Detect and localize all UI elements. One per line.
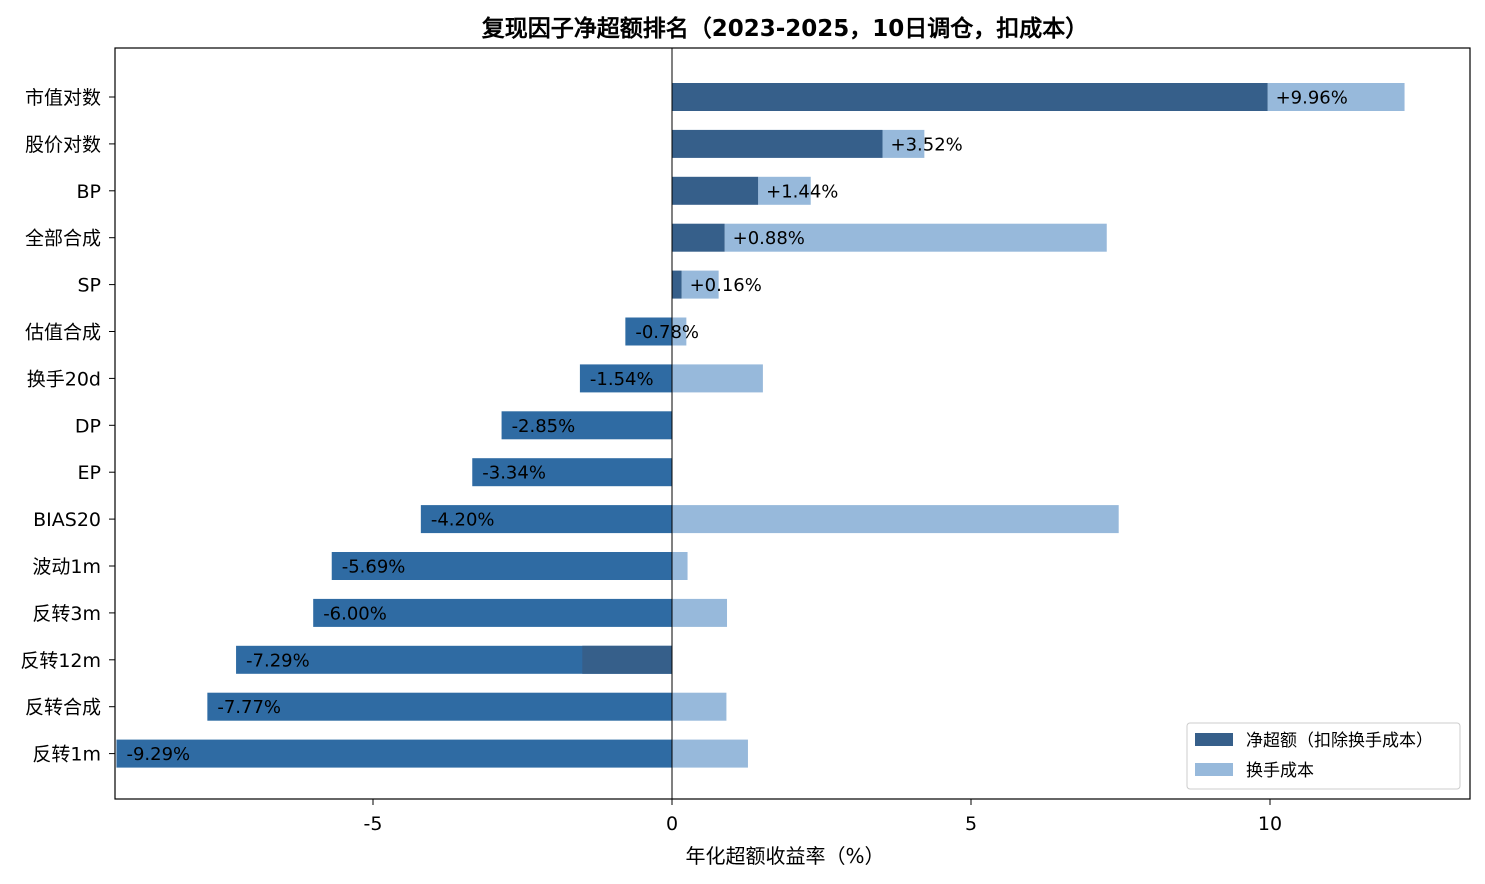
data-label-2: +1.44% (766, 181, 838, 202)
bar-net-5 (625, 317, 672, 346)
data-label-5: -0.78% (635, 322, 699, 343)
legend-label-net: 净超额（扣除换手成本） (1246, 731, 1433, 751)
y-tick-label-11: 反转3m (32, 603, 101, 625)
x-tick-label-1: 0 (666, 813, 678, 835)
y-tick-label-6: 换手20d (27, 368, 101, 390)
legend-label-cost: 换手成本 (1246, 761, 1314, 781)
bar-net-1 (672, 129, 883, 158)
y-tick-label-14: 反转1m (32, 744, 101, 766)
y-tick-label-2: BP (77, 181, 102, 203)
plot-frame (114, 47, 1471, 800)
legend-swatch-net (1195, 733, 1233, 746)
bar-cost-10 (672, 552, 688, 580)
data-label-3: +0.88% (733, 228, 805, 249)
bar-net-13 (207, 692, 672, 721)
bar-cost-0 (1267, 83, 1405, 111)
bar-net-4 (672, 270, 682, 299)
x-axis-label: 年化超额收益率（%） (685, 844, 884, 868)
bar-net-14 (116, 739, 672, 768)
y-tick-label-8: EP (78, 462, 101, 484)
x-axis: -5 0 5 10 (364, 799, 1282, 835)
y-tick-label-12: 反转12m (20, 650, 101, 672)
data-labels: +9.96% +3.52% +1.44% +0.88% +0.16% -0.78% -1.5… (126, 88, 1347, 766)
legend-box (1186, 722, 1461, 790)
y-tick-label-4: SP (77, 275, 101, 297)
x-tick-label-2: 5 (965, 813, 977, 835)
data-label-1: +3.52% (890, 134, 962, 155)
y-tick-label-10: 波动1m (32, 556, 101, 578)
bar-cost-9 (672, 505, 1119, 534)
bar-cost-5 (672, 317, 687, 346)
y-tick-label-0: 市值对数 (25, 87, 101, 109)
bar-net-2 (672, 176, 759, 205)
chart-title: 复现因子净超额排名（2023-2025，10日调仓，扣成本） (481, 15, 1089, 42)
data-label-0: +9.96% (1276, 88, 1348, 109)
bar-net-10 (331, 552, 672, 580)
legend: 净超额（扣除换手成本） 换手成本 (1186, 722, 1461, 790)
data-label-14: -9.29% (126, 744, 190, 765)
bar-net-6 (579, 364, 672, 393)
bar-net-0 (672, 83, 1268, 111)
bar-cost-4 (681, 270, 719, 299)
bar-net-11 (313, 598, 672, 627)
legend-swatch-cost (1195, 763, 1233, 776)
data-label-6: -1.54% (590, 369, 654, 390)
data-label-11: -6.00% (323, 603, 387, 624)
bar-net-overlay-12 (582, 645, 672, 674)
bar-cost-6 (672, 364, 763, 393)
bar-net-8 (472, 458, 672, 487)
data-label-13: -7.77% (217, 697, 281, 718)
bar-cost-2 (758, 176, 811, 205)
bar-cost-1 (882, 129, 925, 158)
data-label-8: -3.34% (482, 463, 546, 484)
x-tick-label-0: -5 (364, 813, 383, 835)
bar-cost-11 (672, 598, 728, 627)
y-tick-label-13: 反转合成 (25, 697, 101, 719)
y-tick-label-5: 估值合成 (25, 322, 101, 344)
bar-cost-3 (724, 223, 1107, 252)
bars (116, 83, 1405, 768)
y-tick-label-3: 全部合成 (25, 228, 101, 250)
x-tick-label-3: 10 (1258, 813, 1282, 835)
y-tick-label-1: 股价对数 (25, 134, 101, 156)
data-label-10: -5.69% (342, 557, 406, 578)
bar-cost-14 (672, 739, 748, 768)
bar-net-7 (501, 411, 672, 440)
data-label-9: -4.20% (431, 510, 495, 531)
data-label-7: -2.85% (512, 416, 576, 437)
bar-net-9 (420, 505, 672, 534)
data-label-12: -7.29% (246, 650, 310, 671)
y-tick-label-7: DP (75, 415, 101, 437)
y-tick-label-9: BIAS20 (33, 509, 101, 531)
data-label-4: +0.16% (690, 275, 762, 296)
bar-cost-13 (672, 692, 727, 721)
bar-net-3 (672, 223, 725, 252)
